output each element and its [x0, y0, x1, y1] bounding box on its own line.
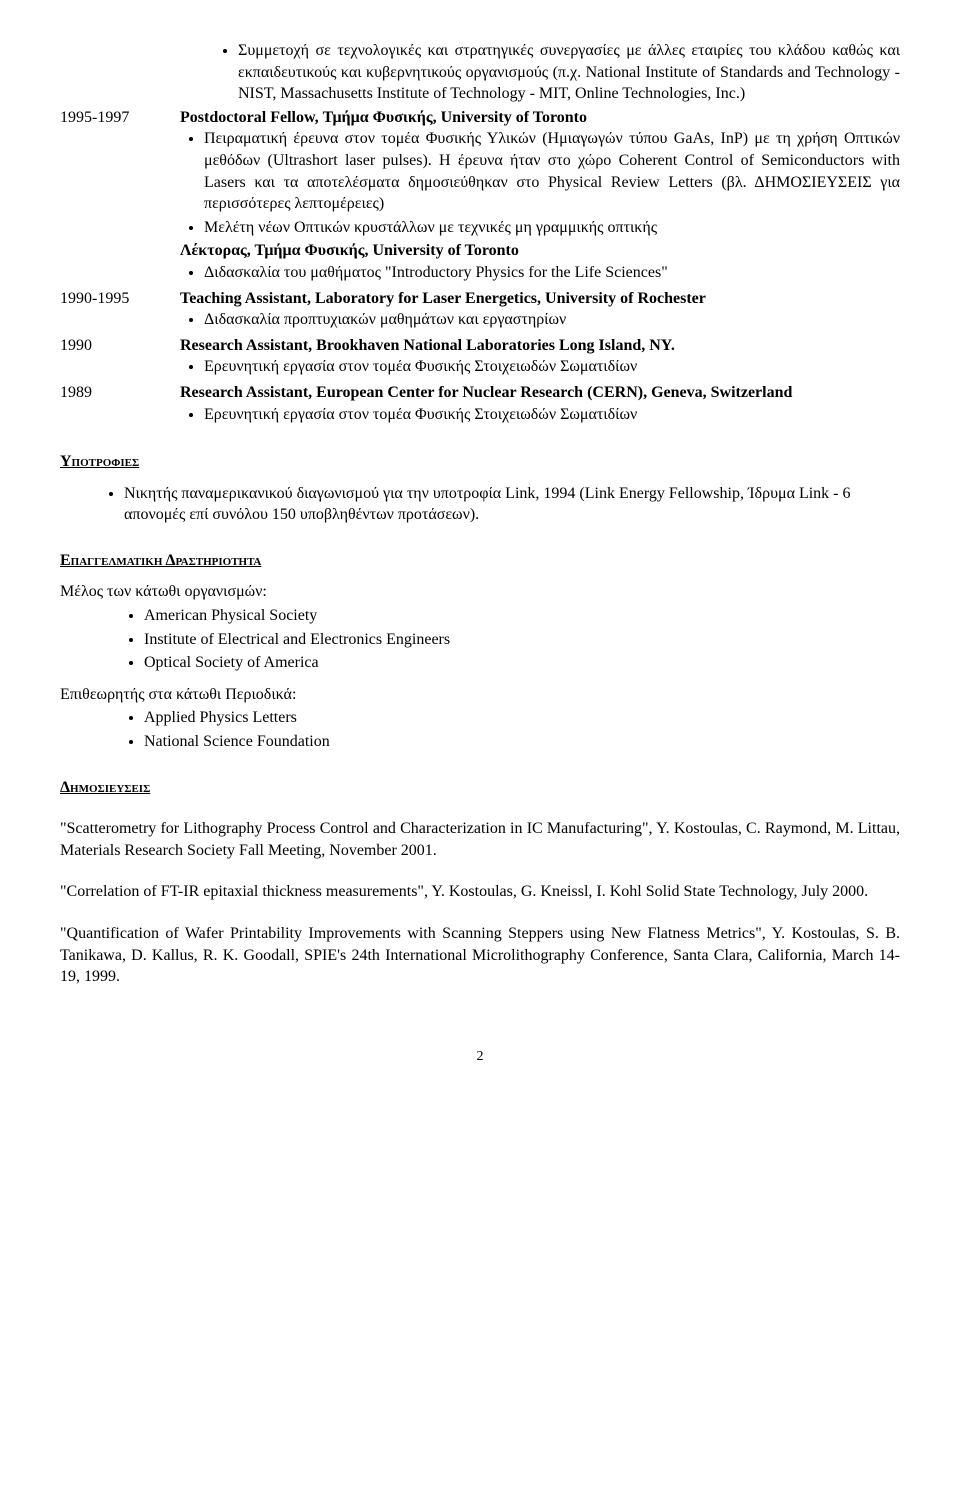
org-item: American Physical Society	[144, 605, 900, 627]
experience-bullet: Ερευνητική εργασία στον τομέα Φυσικής Στ…	[204, 404, 900, 426]
experience-dates: 1990-1995	[60, 288, 180, 310]
experience-bullet: Διδασκαλία του μαθήματος "Introductory P…	[204, 262, 900, 284]
scholarships-list: Νικητής παναμερικανικού διαγωνισμού για …	[100, 483, 900, 526]
experience-section: 1995-1997 Postdoctoral Fellow, Τμήμα Φυσ…	[60, 107, 900, 427]
experience-dates: 1989	[60, 382, 180, 404]
experience-bullet: Μελέτη νέων Οπτικών κρυστάλλων με τεχνικ…	[204, 217, 900, 239]
experience-bullet: Ερευνητική εργασία στον τομέα Φυσικής Στ…	[204, 356, 900, 378]
experience-title: Research Assistant, European Center for …	[180, 384, 792, 401]
experience-entry: 1995-1997 Postdoctoral Fellow, Τμήμα Φυσ…	[60, 107, 900, 286]
professional-heading: Επαγγελματικη Δραστηριοτητα	[60, 550, 900, 572]
experience-title: Teaching Assistant, Laboratory for Laser…	[180, 290, 706, 307]
publication-item: "Quantification of Wafer Printability Im…	[60, 923, 900, 988]
org-item: National Science Foundation	[144, 731, 900, 753]
publication-item: "Scatterometry for Lithography Process C…	[60, 818, 900, 861]
experience-subtitle: Λέκτορας, Τμήμα Φυσικής, University of T…	[180, 240, 900, 262]
member-intro: Μέλος των κάτωθι οργανισμών:	[60, 581, 900, 603]
member-orgs: American Physical Society Institute of E…	[120, 605, 900, 674]
experience-title: Postdoctoral Fellow, Τμήμα Φυσικής, Univ…	[180, 109, 587, 126]
publications-heading: Δημοσιευσεισ	[60, 777, 900, 799]
experience-bullet: Πειραματική έρευνα στον τομέα Φυσικής Υλ…	[204, 128, 900, 214]
experience-dates: 1995-1997	[60, 107, 180, 129]
reviewer-intro: Επιθεωρητής στα κάτωθι Περιοδικά:	[60, 684, 900, 706]
experience-bullet: Διδασκαλία προπτυχιακών μαθημάτων και ερ…	[204, 309, 900, 331]
continuation-bullets: Συμμετοχή σε τεχνολογικές και στρατηγικέ…	[214, 40, 900, 105]
experience-entry: 1990-1995 Teaching Assistant, Laboratory…	[60, 288, 900, 333]
experience-dates: 1990	[60, 335, 180, 357]
page-number: 2	[60, 1048, 900, 1067]
experience-entry: 1990 Research Assistant, Brookhaven Nati…	[60, 335, 900, 380]
org-item: Institute of Electrical and Electronics …	[144, 629, 900, 651]
org-item: Optical Society of America	[144, 652, 900, 674]
reviewer-orgs: Applied Physics Letters National Science…	[120, 707, 900, 752]
scholarship-item: Νικητής παναμερικανικού διαγωνισμού για …	[124, 483, 900, 526]
org-item: Applied Physics Letters	[144, 707, 900, 729]
continuation-bullet: Συμμετοχή σε τεχνολογικές και στρατηγικέ…	[238, 40, 900, 105]
scholarships-heading: Υποτροφιεσ	[60, 451, 900, 473]
experience-title: Research Assistant, Brookhaven National …	[180, 337, 675, 354]
publication-item: "Correlation of FT-IR epitaxial thicknes…	[60, 881, 900, 903]
experience-entry: 1989 Research Assistant, European Center…	[60, 382, 900, 427]
